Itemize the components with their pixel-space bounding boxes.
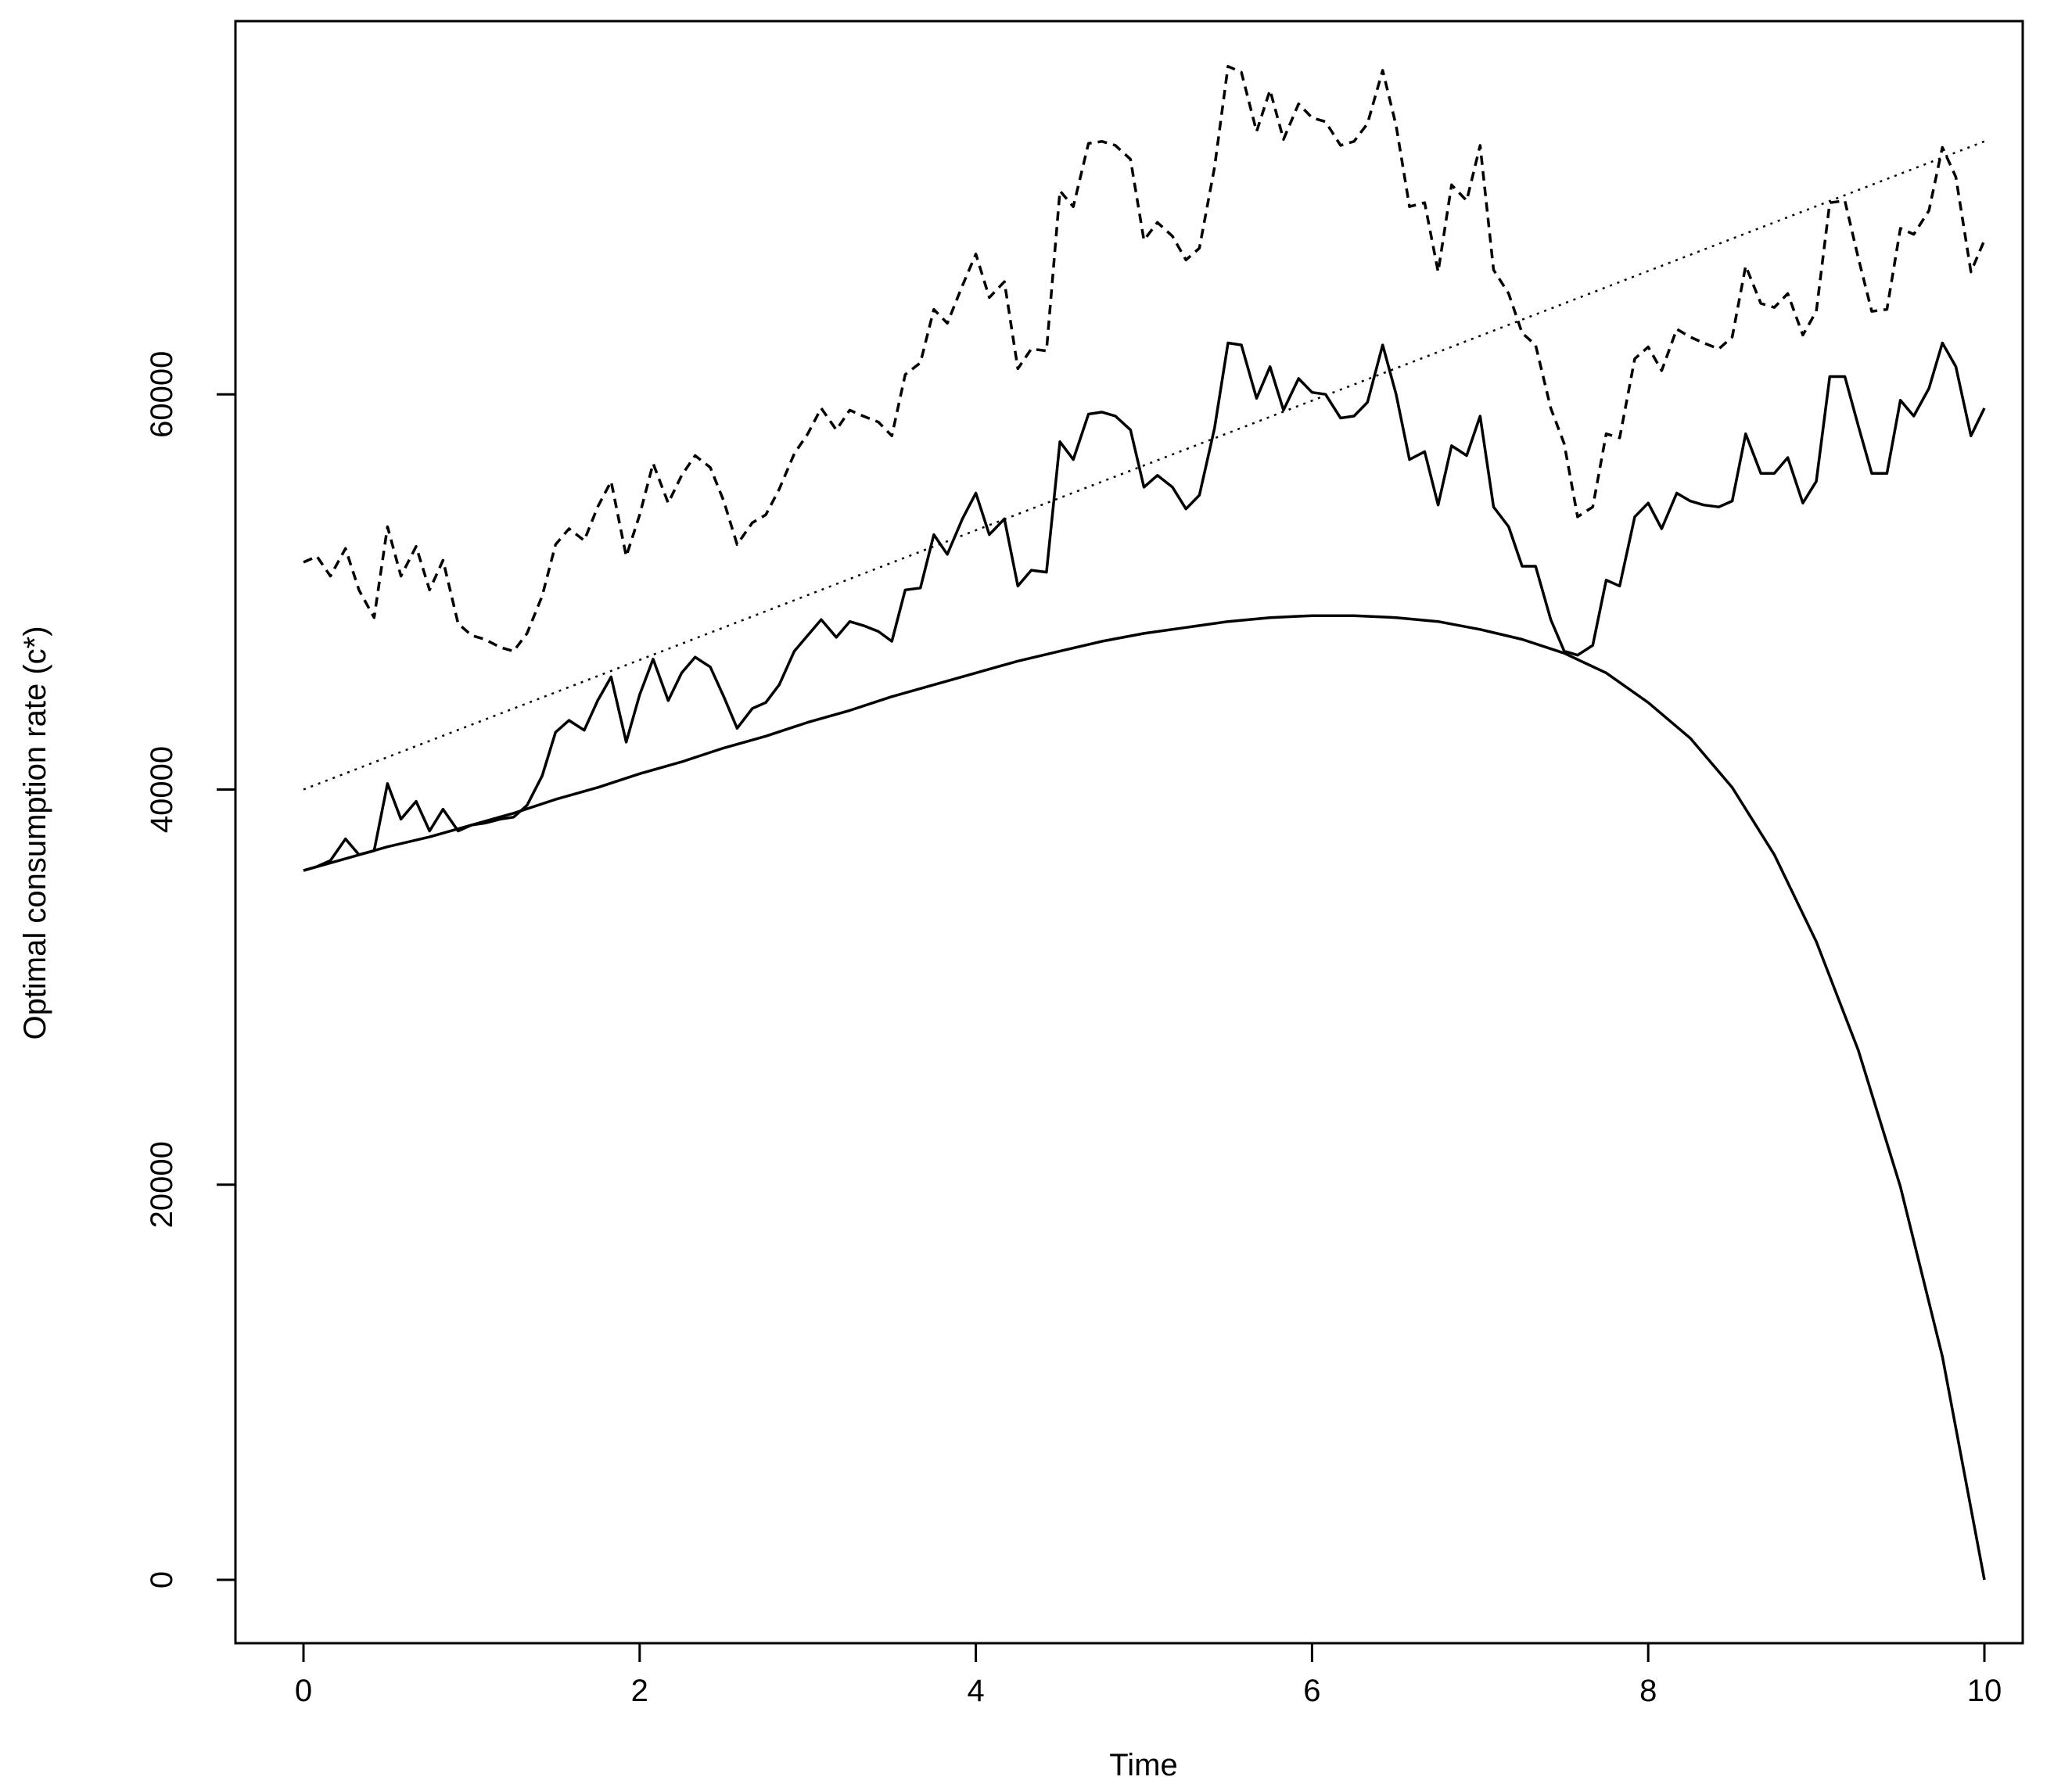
y-axis: 0 20000 40000 60000 [145,351,237,1588]
plot-frame [234,20,2024,1645]
x-axis-title: Time [1109,1748,1177,1782]
x-tick-label: 8 [1639,1674,1657,1708]
y-tick-label: 60000 [145,351,179,438]
series-line-3-solid [303,614,1986,1581]
x-tick-label: 0 [295,1674,312,1708]
y-tick-label: 20000 [145,1141,179,1228]
x-tick-label: 6 [1303,1674,1320,1708]
y-tick-label: 0 [145,1571,179,1588]
series-line-2-solid [303,341,1986,872]
x-tick-label: 2 [631,1674,648,1708]
series-line-1-dashed [303,65,1986,653]
x-tick-label: 4 [967,1674,984,1708]
y-tick-label: 40000 [145,746,179,833]
x-tick-label: 10 [1967,1674,2002,1708]
series-layer [303,65,1986,1581]
x-axis: 0 2 4 6 8 10 [295,1642,2002,1708]
series-line-4-dotted [303,140,1985,791]
y-axis-title: Optimal consumption rate (c*) [18,626,52,1039]
